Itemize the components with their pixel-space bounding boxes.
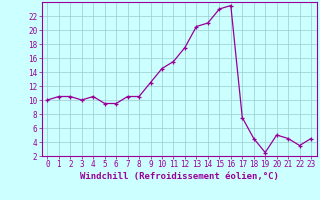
X-axis label: Windchill (Refroidissement éolien,°C): Windchill (Refroidissement éolien,°C) xyxy=(80,172,279,181)
